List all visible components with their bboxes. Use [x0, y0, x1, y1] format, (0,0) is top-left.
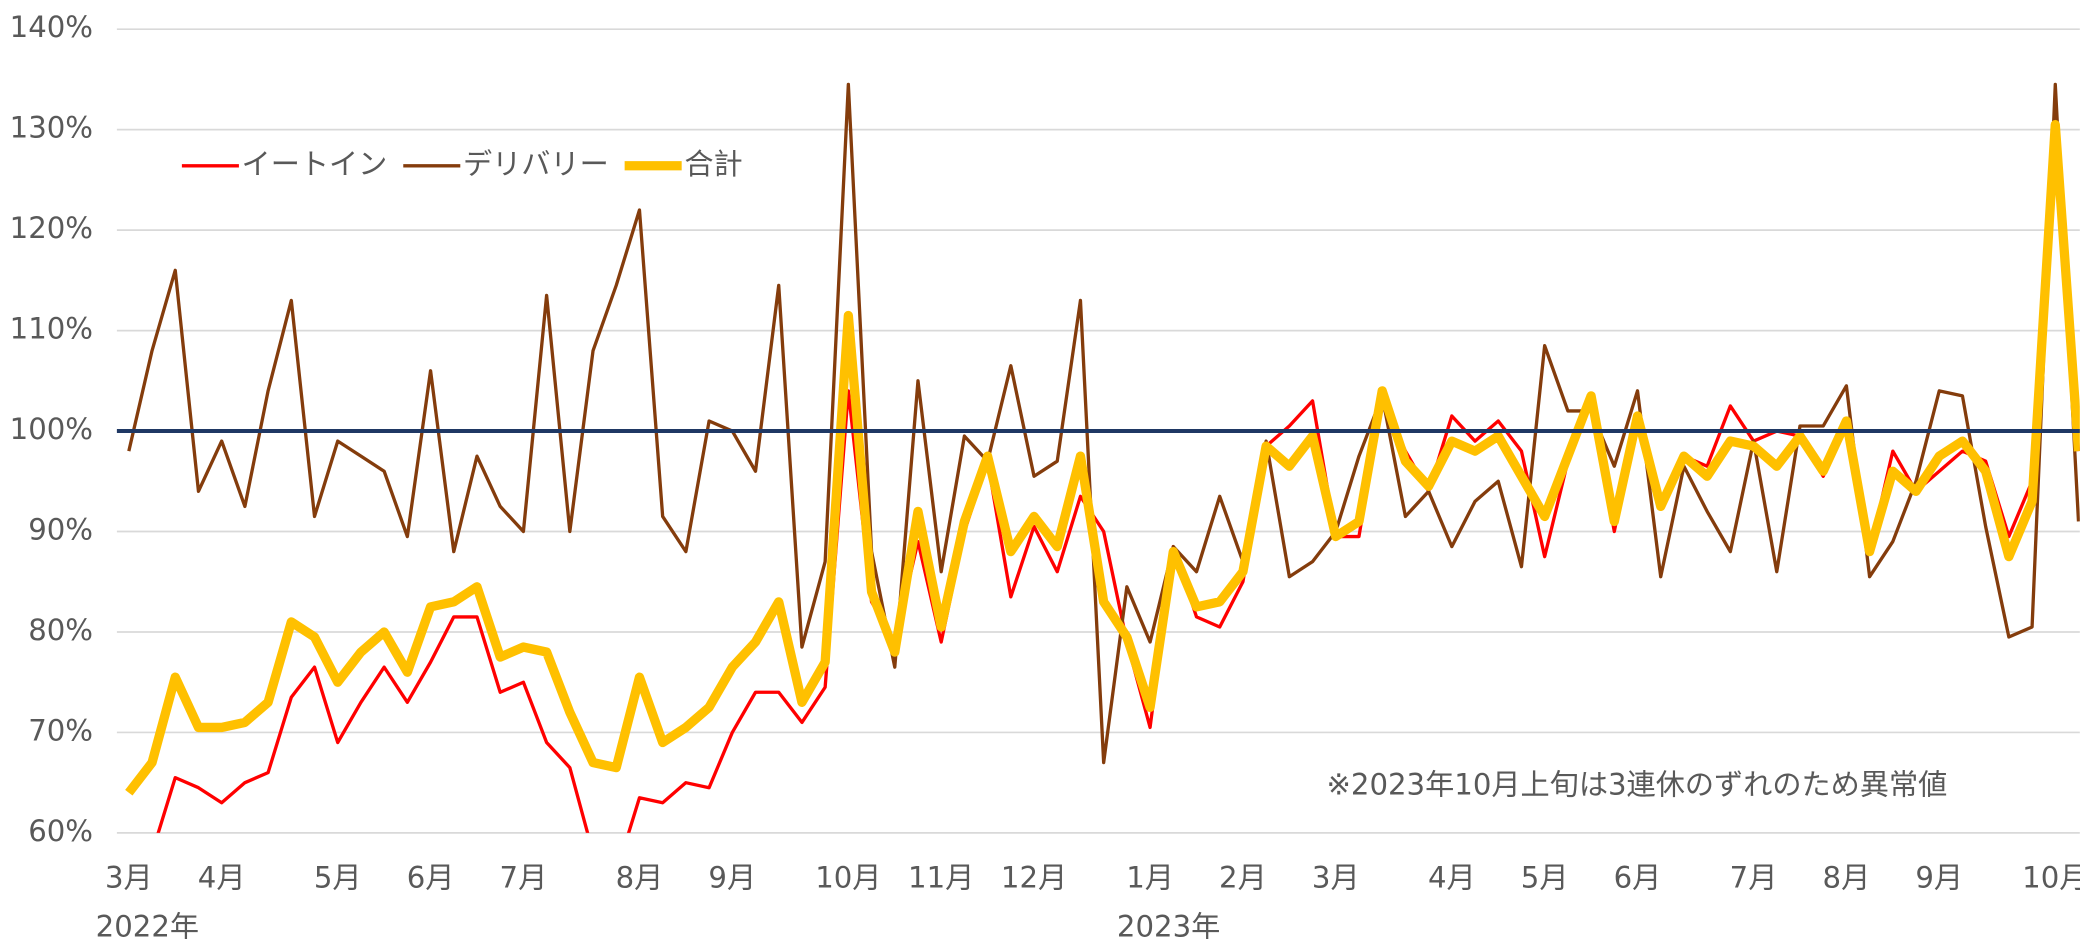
- series-line: [125, 119, 2080, 796]
- y-tick-label: 130%: [10, 111, 93, 145]
- x-tick-label: 6月: [1614, 860, 1662, 894]
- x-group-label: 2022年: [96, 909, 199, 943]
- x-tick-label: 12月: [1001, 860, 1067, 894]
- series-group: [127, 82, 2080, 765]
- x-tick-label: 7月: [500, 860, 548, 894]
- y-tick-label: 70%: [28, 713, 93, 747]
- x-tick-label: 5月: [1521, 860, 1569, 894]
- y-tick-label: 80%: [28, 613, 93, 647]
- y-tick-label: 60%: [28, 814, 93, 848]
- x-tick-label: 9月: [708, 860, 756, 894]
- x-tick-label: 3月: [1312, 860, 1360, 894]
- x-tick-label: 5月: [314, 860, 362, 894]
- legend-label: デリバリー: [463, 147, 609, 181]
- legend-label: 合計: [684, 147, 742, 181]
- x-tick-label: 9月: [1915, 860, 1963, 894]
- x-tick-label: 10月: [815, 860, 881, 894]
- x-tick-label: 8月: [616, 860, 664, 894]
- y-tick-label: 120%: [10, 211, 93, 245]
- x-tick-label: 10月: [2022, 860, 2080, 894]
- y-tick-label: 100%: [10, 412, 93, 446]
- x-tick-label: 8月: [1823, 860, 1871, 894]
- x-tick-label: 6月: [407, 860, 455, 894]
- series-line: [127, 82, 2080, 765]
- legend-label: イートイン: [242, 147, 388, 181]
- x-tick-label: 4月: [198, 860, 246, 894]
- x-tick-label: 1月: [1126, 860, 1174, 894]
- series-group: [125, 119, 2080, 796]
- y-tick-label: 110%: [10, 312, 93, 346]
- x-tick-label: 2月: [1219, 860, 1267, 894]
- x-tick-label: 7月: [1730, 860, 1778, 894]
- x-tick-label: 11月: [908, 860, 974, 894]
- x-tick-label: 3月: [105, 860, 153, 894]
- y-tick-label: 90%: [28, 513, 93, 547]
- annotation: ※2023年10月上旬は3連休のずれのため異常値: [1326, 767, 1947, 801]
- x-tick-label: 4月: [1428, 860, 1476, 894]
- x-group-label: 2023年: [1117, 909, 1220, 943]
- y-tick-label: 140%: [10, 10, 93, 44]
